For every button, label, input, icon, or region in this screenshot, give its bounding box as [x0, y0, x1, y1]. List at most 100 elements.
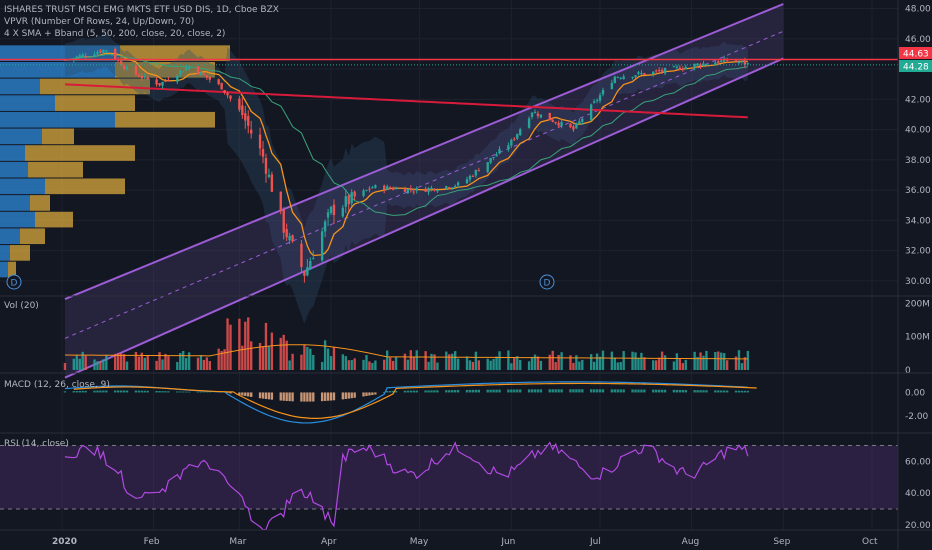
- volume-bar: [746, 350, 750, 370]
- candle-body: [202, 73, 206, 76]
- candle-body: [244, 113, 247, 121]
- macd-histogram-bar: [637, 389, 640, 393]
- candle-body: [247, 116, 250, 126]
- time-axis-label: Aug: [682, 537, 700, 547]
- candle-body: [554, 122, 557, 124]
- vol-legend[interactable]: Vol (20): [4, 301, 39, 311]
- volume-bar: [270, 332, 274, 370]
- volume-bar: [306, 346, 309, 370]
- time-axis-label: 2020: [52, 537, 77, 547]
- candle-body: [412, 191, 415, 193]
- volume-bar: [196, 357, 200, 370]
- volume-bar: [592, 361, 596, 370]
- volume-bar: [353, 358, 356, 370]
- dividend-marker[interactable]: D: [6, 274, 22, 290]
- candle-body: [492, 156, 495, 158]
- candle-body: [84, 55, 87, 57]
- macd-histogram-bar: [634, 389, 637, 393]
- candle-body: [634, 75, 637, 77]
- volume-bar: [320, 361, 324, 370]
- macd-histogram-bar: [347, 392, 350, 399]
- candle-body: [610, 82, 614, 90]
- candle-body: [684, 66, 687, 70]
- volume-bar: [158, 352, 161, 370]
- volume-bar: [374, 360, 377, 370]
- macd-histogram-bar: [258, 392, 262, 399]
- macd-histogram-bar: [486, 389, 489, 393]
- volume-bar: [63, 363, 67, 370]
- macd-histogram-bar: [406, 390, 410, 393]
- price-axis[interactable]: 30.0032.0034.0036.0038.0040.0042.0044.00…: [905, 5, 931, 287]
- volume-bar: [723, 353, 726, 370]
- rsi-legend[interactable]: RSI (14, close): [4, 439, 69, 449]
- candle-body: [125, 66, 129, 70]
- volume-bar: [247, 317, 250, 370]
- candle-body: [681, 68, 684, 70]
- volume-bar: [640, 352, 643, 370]
- time-axis[interactable]: 2020 Feb Mar Apr May Jun Jul Aug Sep Oct: [52, 537, 878, 547]
- volume-bar: [581, 359, 584, 370]
- candle-body: [261, 148, 265, 157]
- vpvr-down-row: [10, 245, 30, 261]
- candle-body: [312, 258, 315, 260]
- volume-bar: [578, 361, 581, 370]
- vpvr-up-row: [0, 245, 10, 261]
- volume-bar: [386, 350, 389, 370]
- macd-pane[interactable]: -2.00 0.00: [63, 381, 929, 424]
- volume-bar: [471, 361, 475, 370]
- volume-bar: [743, 357, 747, 370]
- candle-body: [105, 50, 108, 52]
- vpvr-down-row: [35, 211, 73, 228]
- volume-bar: [634, 352, 637, 370]
- macd-histogram-bar: [474, 389, 478, 393]
- volume-bar: [610, 351, 614, 370]
- macd-histogram-bar: [114, 390, 117, 393]
- macd-histogram-bar: [595, 389, 599, 393]
- macd-histogram-bar: [578, 389, 581, 393]
- macd-histogram-bar: [176, 391, 179, 393]
- candle-body: [341, 207, 345, 217]
- volume-bar: [527, 361, 531, 370]
- volume-bar: [326, 348, 330, 370]
- volume-bar: [309, 348, 312, 370]
- macd-histogram-bar: [720, 390, 723, 393]
- volume-bar: [433, 354, 436, 370]
- candle-body: [539, 114, 543, 118]
- volume-bar: [93, 359, 96, 370]
- macd-histogram-bar: [161, 391, 164, 393]
- vpvr-legend[interactable]: VPVR (Number Of Rows, 24, Up/Down, 70): [4, 17, 194, 27]
- price-pane[interactable]: [0, 3, 898, 379]
- vpvr-up-row: [0, 161, 28, 178]
- macd-histogram-bar: [122, 390, 126, 393]
- candle-body: [495, 154, 498, 157]
- candle-body: [705, 64, 708, 66]
- volume-bar: [548, 354, 551, 370]
- candle-body: [513, 138, 516, 140]
- price-axis-label: 32.00: [905, 247, 931, 257]
- macd-legend[interactable]: MACD (12, 26, close, 9): [4, 380, 110, 390]
- macd-histogram-bar: [134, 390, 138, 393]
- candle-body: [270, 174, 274, 192]
- rsi-pane[interactable]: 20.00 40.00 60.00: [0, 441, 931, 531]
- macd-histogram-bar: [498, 389, 501, 393]
- candle-body: [164, 80, 167, 82]
- dividend-marker[interactable]: D: [539, 274, 555, 290]
- candle-body: [557, 122, 560, 126]
- candle-body: [575, 123, 578, 129]
- candle-body: [279, 191, 282, 211]
- regression-channel[interactable]: [64, 3, 784, 379]
- candle-body: [371, 187, 374, 189]
- macd-histogram-bar: [723, 390, 726, 393]
- macd-histogram-bar: [391, 390, 395, 393]
- sma-legend[interactable]: 4 X SMA + Bband (5, 50, 200, close, 20, …: [4, 29, 225, 39]
- volume-bar: [616, 362, 619, 370]
- macd-histogram-bar: [383, 392, 386, 393]
- candle-body: [672, 66, 676, 68]
- volume-pane[interactable]: 0 100M 200M: [63, 299, 930, 376]
- macd-histogram-bar: [471, 389, 475, 393]
- macd-histogram-bar: [226, 392, 229, 393]
- vpvr-down-row: [30, 195, 50, 211]
- candle-body: [309, 260, 312, 270]
